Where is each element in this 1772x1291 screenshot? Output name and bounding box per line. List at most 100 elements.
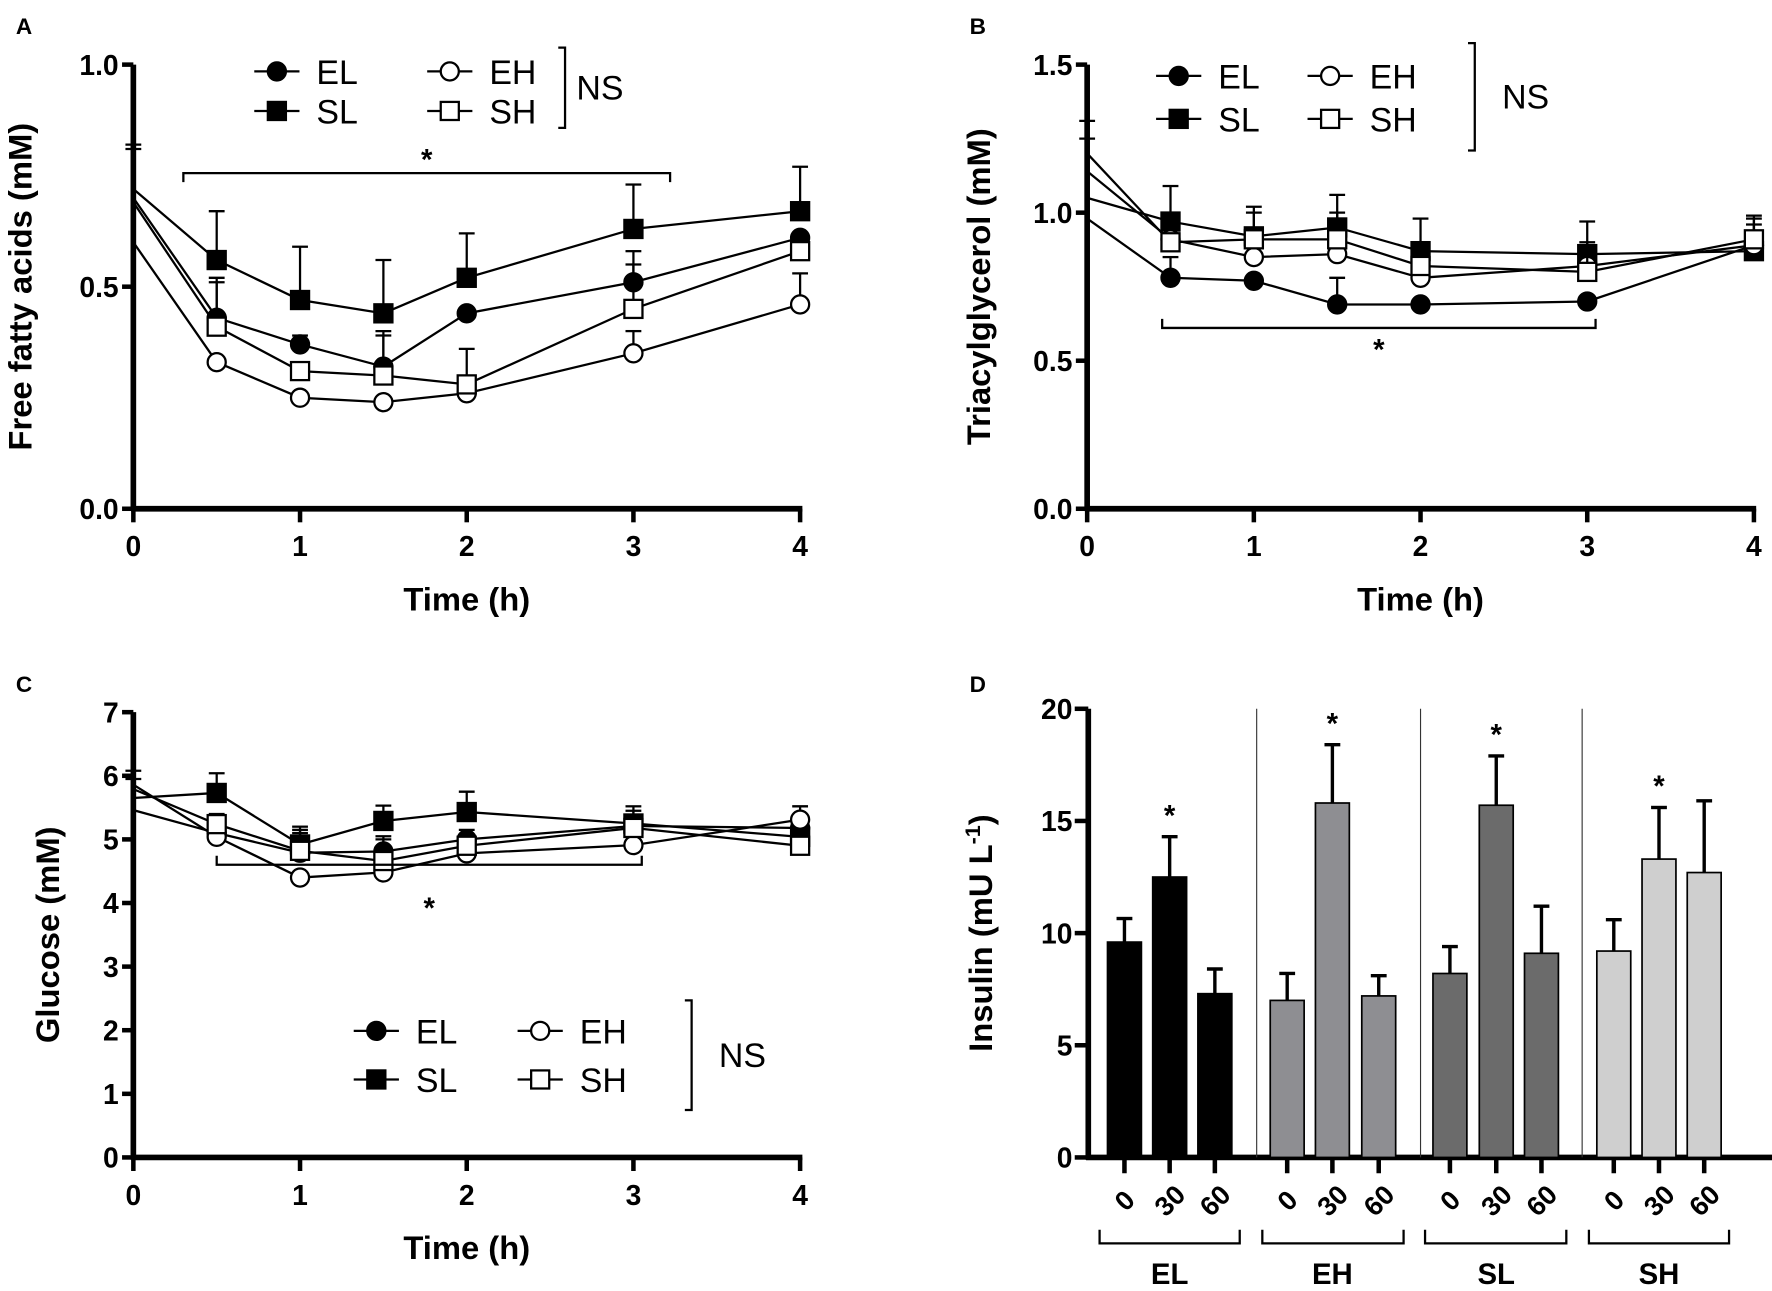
data-point-sl [206, 249, 227, 271]
data-point-el [1327, 294, 1348, 315]
x-tick-label: 2 [459, 530, 475, 562]
data-point-sh [623, 298, 644, 320]
x-tick-label: 0 [1598, 1184, 1631, 1217]
data-point-sh [1319, 108, 1341, 130]
bar-sl-60 [1523, 952, 1560, 1159]
data-point-sh [289, 840, 311, 862]
ns-label: NS [719, 1037, 766, 1075]
x-tick-label: 0 [1271, 1184, 1304, 1217]
panel-letter: B [970, 14, 986, 39]
group-bracket [1098, 1229, 1241, 1245]
x-tick-label: 0 [1108, 1184, 1141, 1217]
data-point-sl [456, 267, 477, 288]
group-bracket [1587, 1229, 1731, 1245]
legend [254, 46, 567, 130]
data-point-sl [623, 218, 644, 240]
data-point-sh [789, 240, 811, 262]
significance-bracket [215, 855, 643, 866]
bar-sh-60 [1686, 871, 1722, 1159]
group-label-el: EL [1151, 1258, 1189, 1291]
data-point-el [1577, 291, 1598, 312]
x-tick-label: 0 [1079, 530, 1095, 562]
x-tick-label: 0 [125, 530, 141, 562]
bar-sl-0 [1432, 972, 1468, 1159]
legend-label-sh: SH [1370, 101, 1417, 139]
y-axis-label: Triacylglycerol (mM) [960, 128, 997, 445]
y-axis-label-superscript: -1 [961, 825, 985, 844]
data-point-sl [289, 289, 311, 311]
legend-label-sh: SH [580, 1062, 627, 1100]
panel-letter: C [16, 672, 32, 697]
x-axis-label: Time (h) [403, 1229, 530, 1266]
data-point-sl [266, 100, 288, 122]
data-point-sl [373, 810, 394, 832]
bar-group-eh [1261, 742, 1405, 1245]
x-axis-label: Time (h) [1357, 580, 1484, 617]
data-point-sl [456, 801, 477, 823]
data-point-sl [206, 782, 227, 804]
y-tick-label: 1.0 [79, 49, 118, 81]
data-point-sh [1243, 229, 1265, 250]
x-tick-label: 60 [1357, 1179, 1400, 1222]
data-point-eh [789, 294, 811, 315]
significance-asterisk: * [1491, 719, 1503, 752]
data-point-el [266, 61, 288, 82]
data-point-el [1160, 267, 1181, 288]
group-bracket [1423, 1229, 1568, 1245]
series-eh [132, 241, 811, 413]
data-point-eh [439, 61, 460, 82]
data-point-eh [789, 809, 811, 830]
y-tick-label: 1.5 [1033, 49, 1072, 81]
x-tick-label: 30 [1311, 1179, 1354, 1222]
group-bracket [1261, 1229, 1405, 1245]
data-point-sl [789, 201, 811, 222]
legend-label-el: EL [316, 54, 357, 92]
legend [353, 999, 693, 1112]
data-point-sh [789, 835, 811, 856]
y-tick-label: 0 [103, 1142, 119, 1174]
y-axis-label: Free fatty acids (mM) [2, 123, 39, 451]
series-sl [1086, 184, 1765, 265]
y-tick-label: 0.0 [1033, 493, 1072, 525]
x-axis-label: Time (h) [403, 580, 530, 617]
data-point-sh [206, 813, 227, 835]
x-tick-label: 2 [459, 1179, 475, 1211]
x-tick-label: 30 [1637, 1179, 1680, 1222]
x-tick-label: 3 [626, 1179, 642, 1211]
bar-sh-0 [1595, 950, 1632, 1159]
y-tick-label: 1.0 [1033, 197, 1072, 229]
data-point-sh [1577, 261, 1598, 283]
data-point-el [289, 334, 311, 355]
significance-bracket [182, 171, 672, 183]
ns-label: NS [576, 70, 623, 108]
bar-el-0 [1106, 941, 1143, 1159]
bar-eh-60 [1360, 995, 1397, 1159]
data-point-sh [206, 316, 227, 337]
x-tick-label: 30 [1148, 1179, 1191, 1222]
series-sh [125, 147, 811, 395]
data-point-sl [1168, 108, 1189, 130]
y-tick-label: 3 [103, 951, 119, 983]
series-sh [125, 777, 811, 872]
group-label-sh: SH [1639, 1258, 1680, 1291]
ns-bracket [684, 999, 693, 1112]
legend-label-el: EL [1218, 58, 1259, 96]
x-tick-label: 60 [1683, 1179, 1726, 1222]
bar-el-60 [1197, 992, 1233, 1159]
panel-b [1075, 42, 1765, 523]
y-tick-label: 0.5 [79, 271, 118, 303]
x-tick-label: 4 [792, 530, 808, 562]
data-point-sh [373, 850, 394, 872]
y-tick-label: 5 [1057, 1029, 1073, 1061]
data-point-sh [456, 835, 477, 856]
data-point-sh [1160, 232, 1181, 253]
data-point-eh [623, 834, 644, 856]
bar-el-30 [1151, 876, 1188, 1159]
group-label-eh: EH [1312, 1258, 1353, 1291]
significance-asterisk: * [1373, 334, 1385, 367]
y-tick-label: 10 [1041, 917, 1072, 949]
x-tick-label: 4 [1746, 530, 1762, 562]
data-point-sh [439, 100, 460, 122]
data-point-eh [289, 867, 311, 888]
x-tick-label: 1 [292, 1179, 308, 1211]
